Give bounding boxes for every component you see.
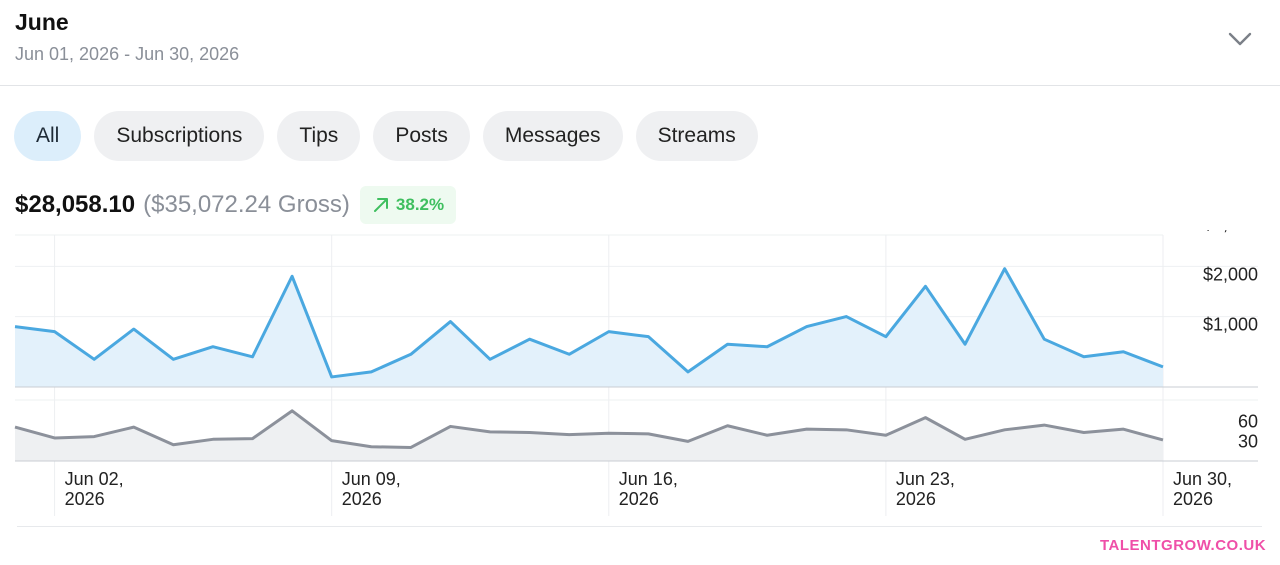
count-line <box>14 409 1164 449</box>
tab-tips[interactable]: Tips <box>277 111 361 161</box>
date-range: Jun 01, 2026 - Jun 30, 2026 <box>15 44 240 64</box>
divider <box>17 526 1262 527</box>
filter-tabs: All Subscriptions Tips Posts Messages St… <box>14 111 758 161</box>
y-tick-label: $1,000 <box>1203 315 1258 335</box>
x-tick-label: Jun 30, <box>1173 469 1232 489</box>
x-tick-label: Jun 23, <box>896 469 955 489</box>
x-tick-label: 2026 <box>1173 489 1213 509</box>
earnings-summary: $28,058.10 ($35,072.24 Gross) 38.2% <box>15 186 457 224</box>
y-tick-label: 30 <box>1238 432 1258 452</box>
period-title: June <box>15 9 69 35</box>
gross-earnings: ($35,072.24 Gross) <box>143 191 350 218</box>
x-tick-label: 2026 <box>619 489 659 509</box>
x-tick-label: 2026 <box>65 489 105 509</box>
x-tick-label: 2026 <box>342 489 382 509</box>
y-tick-label: 60 <box>1238 411 1258 431</box>
y-tick-label: $3,000 <box>1203 230 1258 234</box>
tab-messages[interactable]: Messages <box>482 111 623 161</box>
x-tick-label: Jun 09, <box>342 469 401 489</box>
earnings-line <box>14 267 1164 379</box>
tab-all[interactable]: All <box>14 111 82 161</box>
count-area <box>15 410 1163 461</box>
tab-posts[interactable]: Posts <box>373 111 470 161</box>
watermark: TALENTGROW.CO.UK <box>1100 537 1267 554</box>
arrow-up-right-icon <box>373 198 388 212</box>
change-badge: 38.2% <box>359 186 457 224</box>
tab-streams[interactable]: Streams <box>635 111 758 161</box>
net-earnings: $28,058.10 <box>15 191 136 218</box>
x-tick-label: Jun 02, <box>65 469 124 489</box>
x-tick-label: 2026 <box>896 489 936 509</box>
period-header[interactable]: June Jun 01, 2026 - Jun 30, 2026 <box>0 0 1280 86</box>
earnings-area <box>15 268 1163 387</box>
tab-subscriptions[interactable]: Subscriptions <box>94 111 265 161</box>
x-tick-label: Jun 16, <box>619 469 678 489</box>
y-tick-label: $2,000 <box>1203 264 1258 284</box>
chevron-down-icon[interactable] <box>1226 25 1254 53</box>
change-percent: 38.2% <box>395 195 445 214</box>
